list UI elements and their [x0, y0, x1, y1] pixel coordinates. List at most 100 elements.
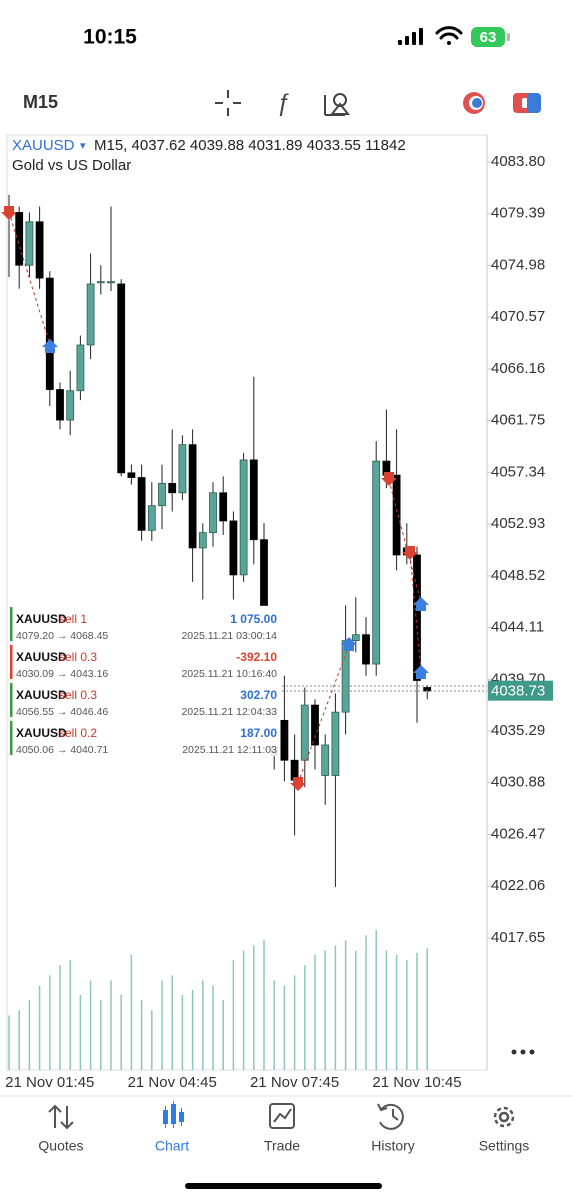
- candle-body: [372, 460, 381, 665]
- trade-side: sell 0.3: [59, 650, 97, 664]
- candle-body: [25, 221, 34, 266]
- candle-body: [321, 744, 330, 776]
- y-tick-label: 4074.98: [491, 256, 545, 273]
- y-tick-label: 4030.88: [491, 774, 545, 791]
- candle-body: [362, 634, 370, 665]
- timeframe[interactable]: M15: [23, 92, 58, 112]
- account-icon[interactable]: [463, 92, 485, 114]
- indicator-icon[interactable]: ƒ: [276, 89, 289, 116]
- trade-side: sell 0.2: [59, 726, 97, 740]
- candle-body: [413, 554, 421, 681]
- y-tick-label: 4070.57: [491, 308, 545, 325]
- y-tick-label: 4066.16: [491, 360, 545, 377]
- candle-body: [260, 539, 268, 606]
- quotes-icon: [48, 1104, 74, 1130]
- candle-body: [35, 221, 44, 279]
- tab-label[interactable]: Settings: [479, 1138, 530, 1154]
- candle-body: [341, 640, 350, 713]
- y-tick-label: 4079.39: [491, 205, 545, 222]
- candle-body: [280, 719, 289, 761]
- trade-profit: 1 075.00: [230, 612, 277, 626]
- candle-body: [137, 477, 146, 531]
- y-tick-label: 4061.75: [491, 412, 545, 429]
- buy-arrows: [42, 339, 429, 679]
- more-button[interactable]: [511, 1049, 535, 1055]
- battery: [471, 27, 505, 47]
- x-tick-label: 21 Nov 04:45: [128, 1074, 217, 1091]
- trade-symbol: XAUUSD: [16, 688, 67, 702]
- candle-body: [96, 281, 105, 284]
- y-tick-label: 4044.11: [491, 619, 544, 636]
- candle-body: [219, 492, 228, 522]
- battery-tip: [507, 33, 510, 41]
- trade-time: 2025.11.21 12:11:03: [182, 744, 277, 756]
- candle-body: [423, 687, 432, 692]
- candle-body: [198, 532, 207, 549]
- trade-prices: 4079.20 → 4068.45: [16, 630, 108, 642]
- candle-body: [209, 492, 217, 534]
- trade-symbol: XAUUSD: [16, 612, 67, 626]
- trade-row-bar: [10, 607, 13, 641]
- order-lines: [282, 685, 487, 692]
- candle-body: [188, 444, 197, 549]
- trade-time: 2025.11.21 03:00:14: [181, 630, 277, 642]
- candle-body: [86, 283, 95, 346]
- x-tick-label: 21 Nov 10:45: [372, 1074, 461, 1091]
- candle-body: [147, 505, 156, 531]
- symbol-dropdown[interactable]: ▾: [80, 140, 86, 152]
- y-tick-label: 4035.29: [491, 722, 545, 739]
- signal-icon: [398, 28, 423, 45]
- candle-body: [45, 277, 54, 390]
- y-tick-label: 4083.80: [491, 153, 545, 170]
- y-tick-label: 4052.93: [491, 515, 545, 532]
- symbol[interactable]: XAUUSD: [12, 137, 75, 154]
- crosshair-icon[interactable]: [215, 90, 241, 116]
- trade-symbol: XAUUSD: [16, 650, 67, 664]
- candle-body: [311, 704, 319, 746]
- candle-body: [66, 390, 75, 421]
- x-tick-label: 21 Nov 07:45: [250, 1074, 339, 1091]
- trade-profit: -392.10: [236, 650, 277, 664]
- candle-body: [229, 520, 238, 576]
- current-price-label: 4038.73: [491, 683, 545, 700]
- x-tick-label: 21 Nov 01:45: [5, 1074, 94, 1091]
- trade-toggle-icon[interactable]: [513, 93, 541, 113]
- tab-label[interactable]: Chart: [155, 1138, 189, 1154]
- current-price-box: [488, 680, 553, 701]
- tab-label[interactable]: Quotes: [38, 1138, 83, 1154]
- candle-body: [168, 482, 177, 494]
- candle-body: [239, 459, 248, 576]
- y-tick-label: 4017.65: [491, 929, 545, 946]
- trade-row-bg: [10, 720, 280, 756]
- history-icon: [377, 1103, 404, 1130]
- trade-symbol: XAUUSD: [16, 726, 67, 740]
- candle-body: [127, 472, 136, 478]
- trade-row-bg: [10, 606, 280, 642]
- battery-level: 63: [480, 29, 497, 46]
- candle-body: [56, 389, 64, 421]
- trade-row-bg: [10, 644, 280, 680]
- tab-label[interactable]: Trade: [264, 1138, 300, 1154]
- home-indicator: [185, 1183, 382, 1189]
- trade-row-bar: [10, 721, 13, 755]
- trade-side: sell 1: [59, 612, 87, 626]
- wifi-icon: [435, 26, 463, 45]
- trade-side: sell 0.3: [59, 688, 97, 702]
- settings-icon: [493, 1106, 515, 1128]
- candle-body: [76, 344, 85, 392]
- trade-time: 2025.11.21 10:16:40: [181, 668, 277, 680]
- tab-label[interactable]: History: [371, 1138, 415, 1154]
- ohlc-info: M15, 4037.62 4039.88 4031.89 4033.55 118…: [94, 137, 406, 154]
- candle-body: [249, 459, 258, 541]
- status-time: 10:15: [83, 26, 137, 49]
- chart-icon: [163, 1101, 184, 1128]
- trade-time: 2025.11.21 12:04:33: [181, 706, 277, 718]
- trade-links: [8, 211, 422, 784]
- y-tick-label: 4022.06: [491, 877, 545, 894]
- trade-row-bar: [10, 683, 13, 717]
- candle-body: [331, 711, 340, 776]
- trade-row-bg: [10, 682, 280, 718]
- objects-icon[interactable]: [324, 93, 351, 116]
- trade-icon: [269, 1103, 295, 1129]
